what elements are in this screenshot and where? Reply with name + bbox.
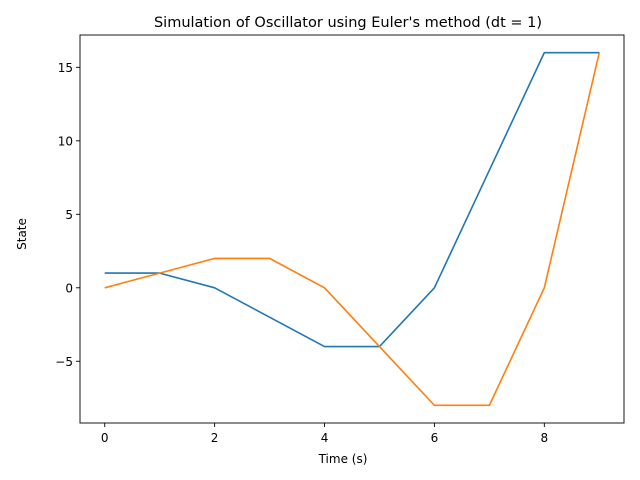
plot-area: 0 2 4 6 8 −5 0 5 10 15 [55, 34, 625, 445]
x-axis-label: Time (s) [318, 452, 368, 466]
x-tick-label: 8 [541, 431, 549, 445]
y-tick-label: 5 [65, 208, 73, 222]
y-tick-label: 0 [65, 281, 73, 295]
y-tick-label: −5 [55, 355, 73, 369]
x-tick-label: 0 [101, 431, 109, 445]
y-tick-label: 15 [58, 61, 73, 75]
x-tick-label: 4 [321, 431, 329, 445]
axes-frame [79, 34, 625, 424]
x-tick-label: 6 [431, 431, 439, 445]
series-line-1 [104, 51, 600, 348]
series-line-2 [104, 52, 601, 407]
chart-title: Simulation of Oscillator using Euler's m… [154, 15, 542, 31]
y-axis-label: State [15, 218, 29, 250]
x-tick-label: 2 [211, 431, 219, 445]
y-tick-label: 10 [58, 134, 73, 148]
